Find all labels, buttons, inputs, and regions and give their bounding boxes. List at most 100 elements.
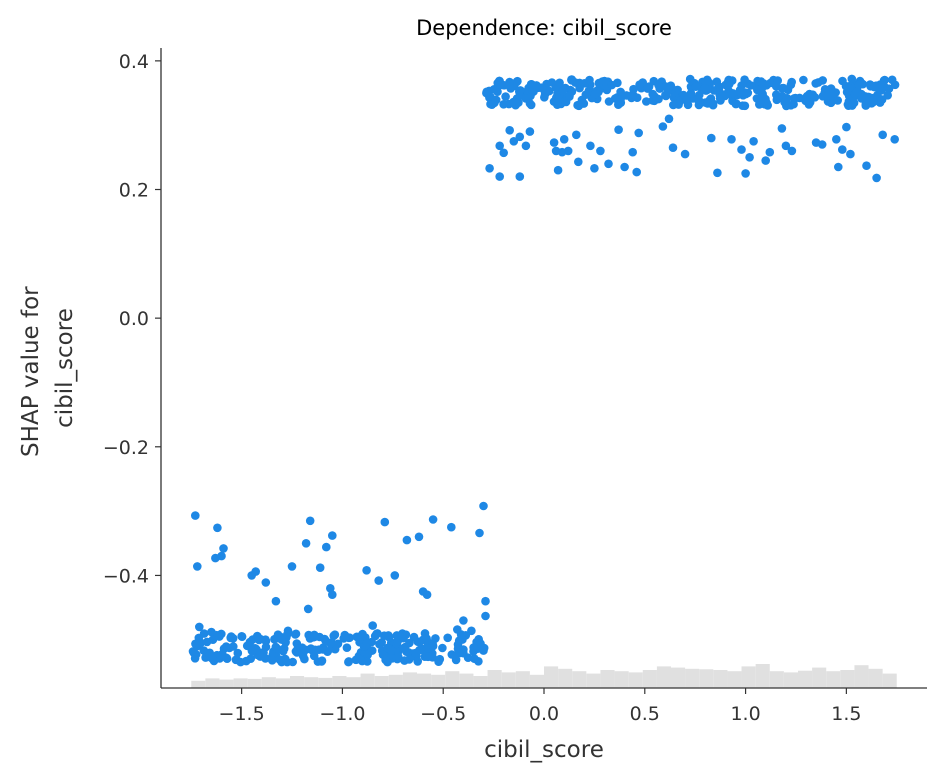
histogram-bar [741, 666, 756, 688]
data-point [682, 95, 691, 105]
histogram-bar [586, 673, 601, 688]
data-point [393, 652, 403, 661]
data-point [428, 515, 438, 524]
data-point [658, 122, 668, 131]
data-point [786, 80, 796, 89]
data-point [300, 654, 309, 664]
data-point [680, 149, 690, 159]
data-point [404, 655, 414, 664]
data-point [818, 76, 827, 85]
data-point [303, 604, 313, 614]
data-point [669, 100, 678, 110]
histogram-bar [656, 666, 671, 688]
data-point [247, 646, 257, 656]
data-point [499, 148, 509, 158]
data-point [193, 562, 202, 571]
data-point [283, 626, 293, 636]
x-tick-label: −0.5 [420, 703, 466, 725]
data-point [322, 542, 331, 552]
data-point [727, 135, 736, 144]
data-point [572, 130, 581, 140]
data-point [411, 648, 420, 658]
y-tick-label: −0.2 [103, 437, 149, 459]
data-point [565, 91, 574, 101]
data-point [213, 523, 222, 533]
histogram-bar [614, 671, 629, 688]
histogram-bar [812, 667, 827, 688]
histogram-bar [642, 670, 657, 688]
histogram-bar [191, 680, 206, 688]
data-point [713, 168, 722, 178]
data-point [261, 635, 270, 644]
data-point [842, 122, 851, 132]
data-point [703, 99, 712, 108]
data-point [438, 643, 447, 653]
data-point [467, 626, 476, 636]
data-point [487, 100, 497, 109]
data-point [761, 156, 770, 165]
data-point [233, 648, 243, 658]
data-point [261, 578, 271, 587]
data-point [600, 76, 609, 86]
histogram-bar [529, 674, 544, 688]
histogram-bar [388, 674, 403, 688]
data-point [749, 137, 758, 146]
data-point [386, 646, 396, 655]
data-point [581, 90, 591, 99]
data-point [482, 87, 492, 97]
x-tick-label: 0.5 [630, 703, 660, 725]
data-point [414, 532, 424, 542]
data-point [381, 655, 390, 665]
histogram-bar [261, 677, 276, 688]
data-point [740, 101, 750, 111]
scatter-points [188, 74, 900, 667]
data-point [648, 89, 657, 99]
data-point [700, 84, 710, 93]
data-point [616, 95, 625, 104]
x-tick-label: 1.5 [831, 703, 861, 725]
data-point [434, 657, 443, 666]
data-point [716, 96, 725, 105]
histogram-bar [346, 677, 361, 688]
data-point [872, 173, 881, 183]
data-point [422, 590, 432, 599]
data-point [311, 645, 321, 655]
data-point [654, 80, 663, 90]
feature-histogram [191, 664, 897, 688]
data-point [728, 89, 738, 98]
data-point [616, 87, 625, 97]
data-point [515, 172, 525, 181]
data-point [282, 657, 292, 667]
data-point [753, 76, 762, 86]
histogram-bar [558, 668, 573, 688]
histogram-bar [572, 671, 587, 688]
data-point [277, 635, 286, 644]
histogram-bar [727, 671, 742, 688]
data-point [479, 501, 488, 511]
histogram-bar [797, 670, 813, 688]
data-point [663, 84, 673, 93]
data-point [342, 643, 352, 652]
histogram-bar [783, 672, 798, 688]
histogram-bar [219, 679, 234, 688]
data-point [495, 172, 505, 181]
data-point [823, 90, 833, 100]
data-point [852, 87, 862, 97]
data-point [291, 630, 300, 639]
data-point [363, 650, 373, 660]
data-point [521, 94, 531, 103]
data-point [590, 90, 600, 99]
data-point [604, 159, 613, 169]
histogram-bar [769, 671, 784, 688]
data-point [810, 93, 820, 102]
data-point [648, 96, 657, 105]
data-point [586, 141, 595, 151]
data-point [454, 648, 464, 658]
data-point [398, 644, 407, 653]
data-point [664, 114, 674, 124]
data-point [890, 80, 900, 90]
data-point [777, 83, 787, 93]
data-point [219, 544, 228, 553]
data-point [707, 133, 716, 143]
data-point [737, 145, 746, 154]
